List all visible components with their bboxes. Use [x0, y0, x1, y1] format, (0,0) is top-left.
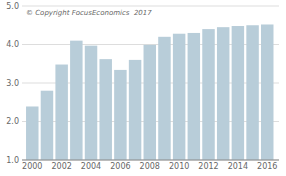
bar [41, 91, 53, 160]
bar [217, 27, 229, 160]
x-tick-label: 2006 [110, 162, 130, 171]
bar [55, 65, 67, 160]
bar [99, 59, 111, 160]
bars [26, 24, 273, 160]
bar [158, 37, 170, 160]
bar [232, 26, 244, 160]
bar [70, 41, 82, 160]
bar [26, 106, 38, 160]
grid-line [22, 6, 279, 7]
bar [188, 33, 200, 160]
bar [173, 34, 185, 160]
x-axis-line [22, 160, 279, 161]
y-tick-label: 2.0 [6, 117, 19, 126]
y-tick-label: 5.0 [6, 2, 19, 11]
x-tick-label: 2008 [140, 162, 160, 171]
x-tick-label: 2010 [169, 162, 189, 171]
grid-line [22, 160, 279, 161]
chart-container: 1.0 2.0 3.0 4.0 5.0 2000 2002 2004 2006 2008 2010 2… [0, 0, 286, 176]
bar [114, 70, 126, 160]
x-tick-label: 2000 [22, 162, 42, 171]
x-tick-label: 2002 [51, 162, 71, 171]
annotation: © Copyright FocusEconomics 2017 [26, 9, 152, 17]
x-tick-label: 2004 [81, 162, 101, 171]
bar [144, 45, 156, 160]
y-tick-label: 1.0 [6, 156, 19, 165]
x-tick-label: 2014 [228, 162, 248, 171]
chart: 1.0 2.0 3.0 4.0 5.0 2000 2002 2004 2006 2008 2010 2… [0, 0, 286, 176]
bar [85, 46, 97, 160]
bar [246, 25, 258, 160]
x-tick-label: 2012 [198, 162, 218, 171]
y-tick-label: 4.0 [6, 40, 19, 49]
bar [202, 29, 214, 160]
bar [129, 60, 141, 160]
y-tick-label: 3.0 [6, 79, 19, 88]
bar [261, 24, 273, 160]
x-tick-label: 2016 [257, 162, 277, 171]
